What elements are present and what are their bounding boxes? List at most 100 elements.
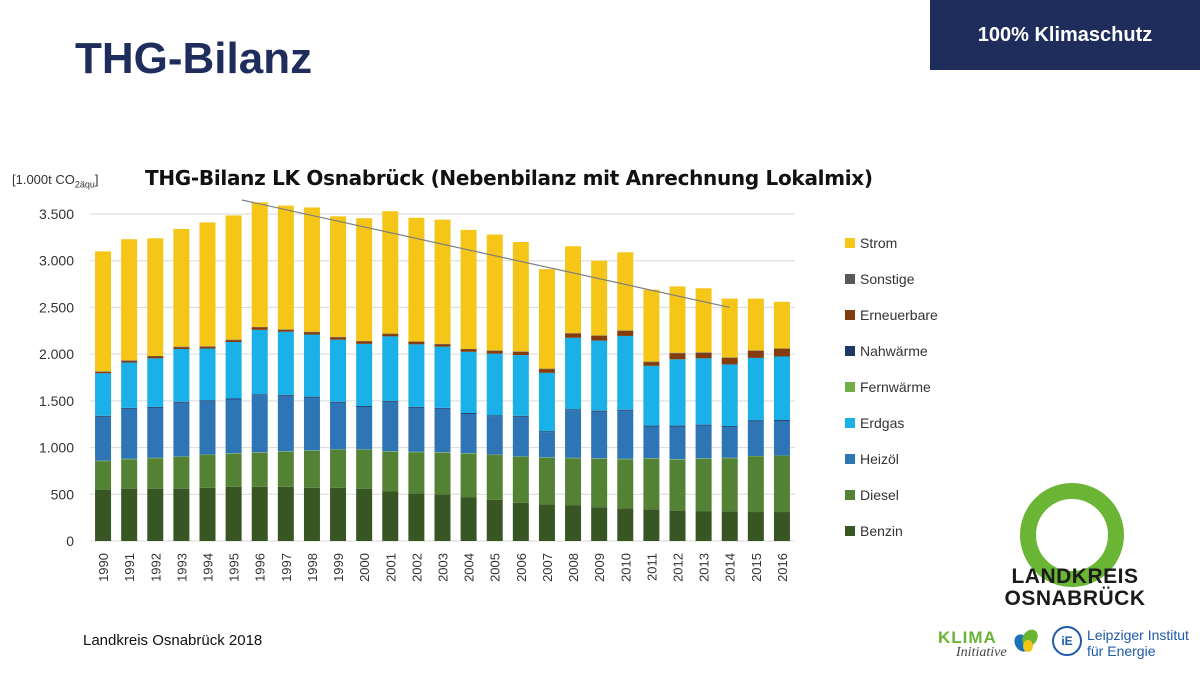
bar-segment-strom [695,288,712,353]
bar-segment-benzin [277,486,294,541]
bar-segment-heizöl [512,416,529,457]
bar-segment-nahwärme [303,396,320,398]
x-tick-label: 2005 [488,553,503,582]
bar-segment-diesel [356,449,373,489]
bar-segment-strom [643,289,660,362]
legend-label: Sonstige [860,271,915,287]
bar-segment-benzin [591,507,608,541]
bar-segment-heizöl [617,410,634,459]
bar-segment-erdgas [356,343,373,406]
bar-segment-nahwärme [747,420,764,422]
bar-segment-benzin [721,511,738,541]
bar-segment-benzin [538,504,555,541]
bar-segment-erdgas [121,362,138,408]
bar-segment-erdgas [617,335,634,410]
bar-segment-benzin [643,509,660,541]
bar-segment-strom [486,234,503,351]
bar-segment-diesel [538,457,555,505]
x-tick-label: 2013 [697,553,712,582]
bar-segment-heizöl [277,395,294,452]
legend-label: Heizöl [860,451,899,467]
bar-segment-erneuerbare [669,353,686,360]
legend-label: Fernwärme [860,379,931,395]
bar-segment-benzin [303,487,320,541]
bar-segment-erneuerbare [303,332,320,335]
bar-segment-erneuerbare [173,347,190,350]
klima-logo-line1: KLIMA [938,628,997,647]
x-tick-label: 2009 [592,553,607,582]
bar-segment-erdgas [173,349,190,402]
legend-swatch [845,346,855,356]
bar-segment-strom [121,239,138,361]
y-tick-label: 500 [51,486,75,502]
bar-segment-nahwärme [486,415,503,417]
bar-segment-benzin [225,486,242,541]
x-tick-label: 1993 [174,553,189,582]
bar-segment-erdgas [408,344,425,407]
bar-segment-diesel [121,459,138,489]
bar-segment-nahwärme [695,424,712,426]
bar-segment-nahwärme [512,415,529,417]
legend-label: Strom [860,235,898,251]
bar-segment-heizöl [591,411,608,459]
bar-segment-heizöl [382,401,399,452]
bar-segment-benzin [460,497,477,541]
bar-segment-heizöl [538,432,555,458]
bar-segment-strom [199,222,216,347]
legend-swatch [845,526,855,536]
bar-segment-nahwärme [460,413,477,414]
legend-swatch [845,454,855,464]
bar-segment-strom [512,242,529,352]
x-tick-label: 1991 [122,553,137,582]
bar-segment-erdgas [147,358,164,407]
bar-segment-nahwärme [277,394,294,396]
legend-item-heizöl: Heizöl [845,449,899,469]
x-tick-label: 2002 [409,553,424,582]
bar-segment-erneuerbare [95,371,112,374]
bar-segment-heizöl [643,426,660,459]
bar-segment-erneuerbare [434,344,451,347]
bar-segment-erdgas [303,334,320,397]
bar-segment-heizöl [460,413,477,454]
bar-segment-nahwärme [382,400,399,402]
bar-segment-heizöl [121,408,138,459]
x-tick-label: 2012 [671,553,686,582]
bar-segment-erneuerbare [121,360,138,363]
bar-segment-strom [277,205,294,330]
bar-segment-benzin [617,508,634,541]
lie-logo-text: Leipziger Institut für Energie [1087,627,1189,659]
bar-segment-diesel [643,458,660,510]
bar-segment-diesel [251,452,268,487]
bar-segment-heizöl [147,407,164,458]
bar-segment-strom [565,246,582,334]
bar-segment-erdgas [330,339,347,402]
x-tick-label: 2001 [383,553,398,582]
x-tick-label: 1995 [227,553,242,582]
y-tick-label: 2.000 [39,346,74,362]
bar-segment-benzin [382,491,399,541]
bar-segment-heizöl [251,395,268,453]
legend-swatch [845,418,855,428]
bar-segment-erneuerbare [199,346,216,349]
y-axis-unit: [1.000t CO2äqu] [12,172,99,190]
lie-logo-line1: Leipziger Institut [1087,627,1189,643]
bar-segment-heizöl [173,402,190,457]
bar-segment-erneuerbare [330,337,347,340]
bar-segment-benzin [251,486,268,541]
bar-segment-nahwärme [356,405,373,407]
bar-segment-nahwärme [147,406,164,408]
x-tick-label: 1998 [305,553,320,582]
bar-segment-strom [225,215,242,340]
bar-segment-erneuerbare [721,357,738,365]
legend-item-erdgas: Erdgas [845,413,904,433]
bar-segment-erneuerbare [356,341,373,344]
klima-initiative-logo: KLIMA Initiative [938,628,1007,661]
bar-segment-nahwärme [330,401,347,403]
legend-label: Diesel [860,487,899,503]
bar-segment-strom [669,286,686,353]
legend-label: Erdgas [860,415,905,431]
bar-segment-heizöl [408,407,425,452]
x-tick-label: 2010 [618,553,633,582]
bar-segment-nahwärme [565,409,582,411]
bar-segment-erneuerbare [538,369,555,373]
